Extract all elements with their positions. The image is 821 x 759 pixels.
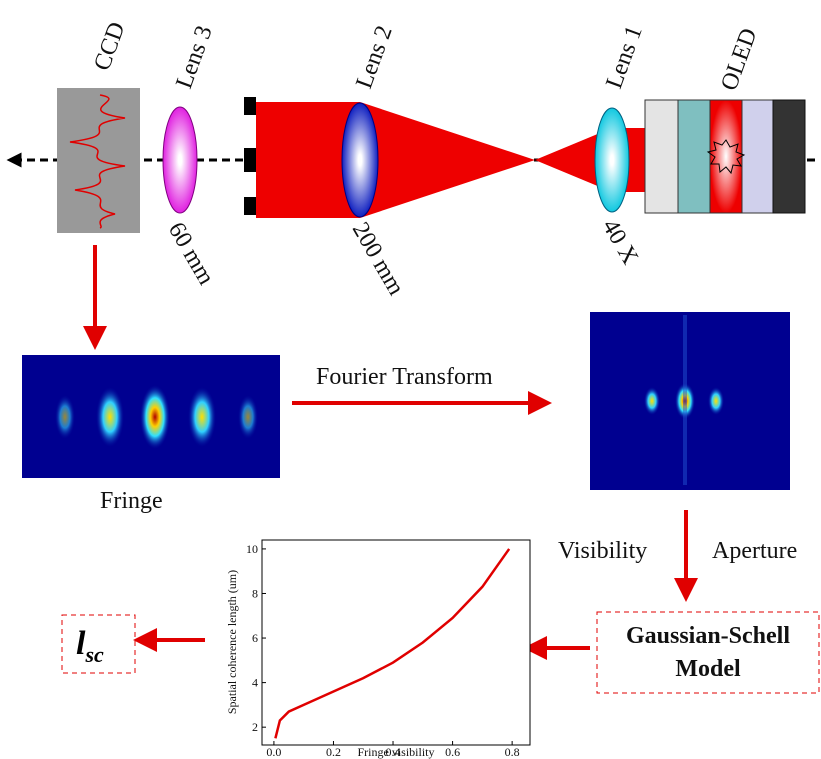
label: 60 mm bbox=[163, 218, 219, 290]
lens-3 bbox=[163, 107, 197, 213]
label: Lens 2 bbox=[351, 22, 398, 92]
label: Model bbox=[675, 656, 741, 682]
y-tick-label: 8 bbox=[252, 586, 258, 600]
aperture-block bbox=[244, 197, 256, 215]
label: CCD bbox=[89, 19, 130, 74]
inset-chart: Fringe visibility Spatial coherence leng… bbox=[225, 540, 530, 759]
label: 200 mm bbox=[347, 218, 409, 300]
x-tick-label: 0.0 bbox=[266, 745, 281, 759]
oled-layer bbox=[645, 100, 678, 213]
label: Aperture bbox=[712, 538, 797, 564]
lens-1 bbox=[595, 108, 629, 212]
label: Fourier Transform bbox=[316, 364, 493, 390]
x-tick-label: 0.8 bbox=[505, 745, 520, 759]
aperture-block bbox=[244, 148, 256, 172]
label: Lens 3 bbox=[171, 22, 218, 92]
label: Lens 1 bbox=[601, 22, 648, 92]
aperture-block bbox=[244, 97, 256, 115]
x-tick-label: 0.2 bbox=[326, 745, 341, 759]
y-axis-label: Spatial coherence length (um) bbox=[225, 570, 239, 714]
oled-layer bbox=[773, 100, 805, 213]
y-tick-label: 10 bbox=[246, 542, 258, 556]
y-tick-label: 4 bbox=[252, 676, 258, 690]
oled-layer bbox=[678, 100, 710, 213]
label: lsc bbox=[76, 625, 104, 667]
beam bbox=[535, 128, 650, 192]
label: Gaussian-Schell bbox=[626, 623, 790, 649]
x-tick-label: 0.6 bbox=[445, 745, 460, 759]
lens-2 bbox=[342, 103, 378, 217]
label: 40 X bbox=[597, 215, 643, 269]
x-tick-label: 0.4 bbox=[386, 745, 401, 759]
plot-frame bbox=[262, 540, 530, 745]
diagram: CCD Lens 3 Lens 2 Lens 1 OLED 60 mm 200 … bbox=[0, 0, 821, 759]
label: OLED bbox=[716, 25, 762, 94]
ccd bbox=[57, 88, 140, 233]
y-tick-label: 2 bbox=[252, 720, 258, 734]
label: Fringe bbox=[100, 488, 163, 514]
beam bbox=[256, 102, 535, 218]
label: Visibility bbox=[558, 538, 647, 564]
oled-layer bbox=[742, 100, 773, 213]
optical-setup: CCD Lens 3 Lens 2 Lens 1 OLED 60 mm 200 … bbox=[14, 19, 815, 300]
y-tick-label: 6 bbox=[252, 631, 258, 645]
